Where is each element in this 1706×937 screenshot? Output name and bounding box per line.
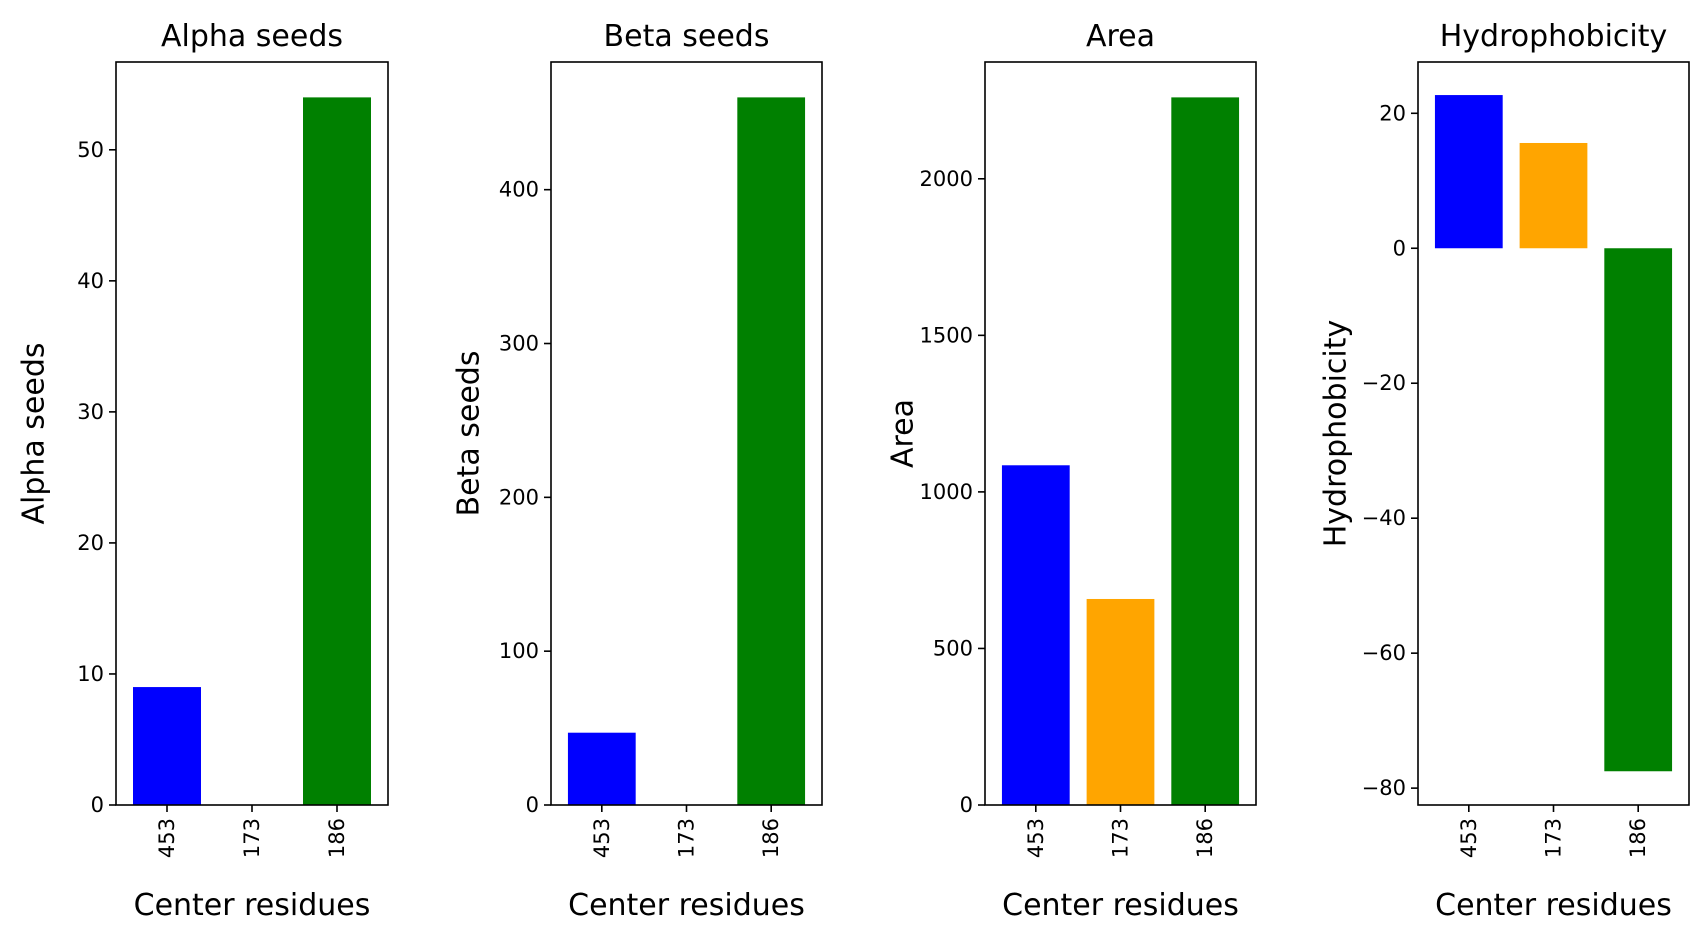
x-tick-label: 173 — [675, 818, 699, 858]
y-tick-label: 0 — [526, 793, 539, 817]
y-tick-label: 200 — [499, 485, 539, 509]
y-tick-label: 50 — [77, 138, 104, 162]
y-tick-label: 10 — [77, 662, 104, 686]
y-tick-label: 1500 — [920, 323, 973, 347]
bar-453 — [567, 732, 636, 805]
x-tick-label: 453 — [590, 818, 614, 858]
y-tick-label: 100 — [499, 639, 539, 663]
bar-453 — [133, 687, 201, 805]
bar-173 — [1086, 598, 1155, 805]
y-tick-label: 300 — [499, 332, 539, 356]
chart-panel-1: 0 10 20 30 40 50 453 173 186 Alpha seeds Center re… — [17, 19, 389, 923]
chart-panel-4: −80 −60 −40 −20 0 20 453 173 186 Hydrophobicity Ce… — [1319, 19, 1690, 923]
y-axis-label: Beta seeds — [452, 351, 487, 517]
y-tick-label: −40 — [1362, 506, 1406, 530]
y-tick-label: 30 — [77, 400, 104, 424]
bar-186 — [737, 97, 806, 805]
chart-panel-3: 0 500 1000 1500 2000 453 173 186 Area Center resi… — [886, 19, 1257, 923]
y-axis-label: Alpha seeds — [17, 342, 52, 524]
y-axis-label: Hydrophobicity — [1319, 320, 1354, 548]
y-tick-label: −20 — [1362, 371, 1406, 395]
x-tick-label: 173 — [1542, 818, 1566, 858]
x-axis-label: Center residues — [1002, 888, 1239, 923]
y-tick-label: 1000 — [920, 480, 973, 504]
chart-title: Alpha seeds — [161, 19, 343, 54]
y-tick-label: 40 — [77, 269, 104, 293]
y-tick-label: 0 — [960, 793, 973, 817]
x-axis-label: Center residues — [1435, 888, 1672, 923]
bar-453 — [1001, 465, 1070, 805]
chart-title: Beta seeds — [604, 19, 770, 54]
bar-453 — [1434, 95, 1503, 249]
chart-panel-2: 0 100 200 300 400 453 173 186 Beta seeds Center r… — [452, 19, 823, 923]
y-tick-label: 2000 — [920, 167, 973, 191]
y-tick-label: 20 — [1379, 101, 1406, 125]
bar-186 — [303, 97, 371, 805]
bar-173 — [1519, 142, 1588, 249]
x-tick-label: 173 — [240, 818, 264, 858]
y-tick-label: 400 — [499, 178, 539, 202]
bar-186 — [1171, 97, 1240, 805]
x-tick-label: 453 — [1457, 818, 1481, 858]
y-tick-label: −80 — [1362, 776, 1406, 800]
y-tick-label: −60 — [1362, 641, 1406, 665]
x-tick-label: 453 — [1024, 818, 1048, 858]
x-tick-label: 453 — [155, 818, 179, 858]
chart-title: Area — [1086, 19, 1155, 54]
y-axis-label: Area — [886, 399, 921, 468]
y-tick-label: 0 — [1393, 236, 1406, 260]
x-tick-label: 186 — [1626, 818, 1650, 858]
bar-186 — [1604, 248, 1673, 772]
x-tick-label: 186 — [1193, 818, 1217, 858]
y-tick-label: 20 — [77, 531, 104, 555]
x-tick-label: 186 — [325, 818, 349, 858]
x-axis-label: Center residues — [134, 888, 371, 923]
x-axis-label: Center residues — [568, 888, 805, 923]
y-tick-label: 0 — [91, 793, 104, 817]
y-tick-label: 500 — [933, 636, 973, 660]
x-tick-label: 173 — [1109, 818, 1133, 858]
x-tick-label: 186 — [759, 818, 783, 858]
chart-title: Hydrophobicity — [1440, 19, 1668, 54]
